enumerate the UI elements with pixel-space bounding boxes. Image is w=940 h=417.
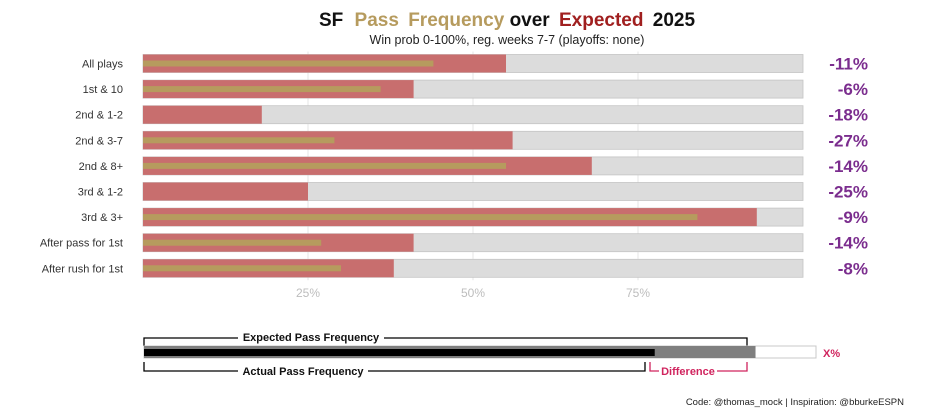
category-label: 2nd & 3-7 <box>75 135 123 147</box>
bar-row: 2nd & 1-2 -18% <box>75 105 868 125</box>
actual-bar <box>143 86 381 93</box>
category-label: After rush for 1st <box>42 263 123 275</box>
chart-subtitle: Win prob 0-100%, reg. weeks 7-7 (playoff… <box>370 33 645 47</box>
difference-label: -11% <box>829 55 868 74</box>
difference-label: -8% <box>838 259 868 278</box>
title-expected: Expected <box>559 10 643 31</box>
difference-label: -9% <box>838 208 868 227</box>
bar-row: 1st & 10 -6% <box>83 79 868 99</box>
category-label: 3rd & 1-2 <box>78 187 123 199</box>
bar-row: After pass for 1st -14% <box>40 233 868 253</box>
x-tick-label: 25% <box>296 286 320 300</box>
legend-expected-bracket <box>143 337 748 346</box>
bar-row: After rush for 1st -8% <box>42 258 868 278</box>
difference-label: -27% <box>828 131 868 150</box>
difference-label: -14% <box>828 157 868 176</box>
category-label: 1st & 10 <box>83 84 123 96</box>
actual-bar <box>143 214 698 221</box>
legend: Expected Pass Frequency X% Actual Pass F… <box>143 330 840 379</box>
x-axis-ticks: 25% 50% 75% <box>296 286 650 300</box>
title-over: over <box>510 10 551 31</box>
legend-expected-label: Expected Pass Frequency <box>243 332 380 344</box>
actual-bar <box>143 162 506 169</box>
legend-x-label: X% <box>823 348 840 360</box>
legend-difference-label: Difference <box>661 366 715 378</box>
title-pass: Pass <box>355 10 399 31</box>
category-label: 2nd & 1-2 <box>75 110 123 122</box>
category-label: All plays <box>82 59 123 71</box>
legend-actual-label: Actual Pass Frequency <box>242 366 364 378</box>
actual-bar <box>143 239 322 246</box>
legend-actual-bar <box>144 349 655 356</box>
category-label: 2nd & 8+ <box>79 161 123 173</box>
category-label: 3rd & 3+ <box>81 212 123 224</box>
expected-bar <box>143 182 308 201</box>
difference-label: -18% <box>828 106 868 125</box>
legend-expected-label-bg <box>238 330 384 345</box>
x-tick-label: 50% <box>461 286 485 300</box>
caption: Code: @thomas_mock | Inspiration: @bburk… <box>686 397 904 408</box>
title-frequency: Frequency <box>408 10 505 31</box>
bar-row: All plays -11% <box>82 54 868 74</box>
legend-actual-label-bg <box>238 364 368 379</box>
bar-row: 3rd & 3+ -9% <box>81 207 868 227</box>
chart-title: SF Pass Frequency over Expected 2025 <box>319 10 695 31</box>
bar-row: 3rd & 1-2 -25% <box>78 182 868 202</box>
actual-bar <box>143 137 335 144</box>
category-label: After pass for 1st <box>40 238 123 250</box>
title-year: 2025 <box>653 10 696 31</box>
difference-label: -25% <box>828 183 868 202</box>
bar-row: 2nd & 8+ -14% <box>79 156 868 176</box>
legend-difference-label-bg <box>659 364 717 379</box>
difference-label: -14% <box>828 234 868 253</box>
bar-rows: All plays -11%1st & 10 -6%2nd & 1-2 -18%2nd… <box>40 54 868 278</box>
x-tick-label: 75% <box>626 286 650 300</box>
actual-bar <box>143 60 434 67</box>
actual-bar <box>143 265 341 272</box>
expected-bar <box>143 105 262 124</box>
bar-row: 2nd & 3-7 -27% <box>75 130 868 150</box>
difference-label: -6% <box>838 80 868 99</box>
title-team: SF <box>319 10 343 31</box>
legend-actual-bracket <box>143 362 646 372</box>
